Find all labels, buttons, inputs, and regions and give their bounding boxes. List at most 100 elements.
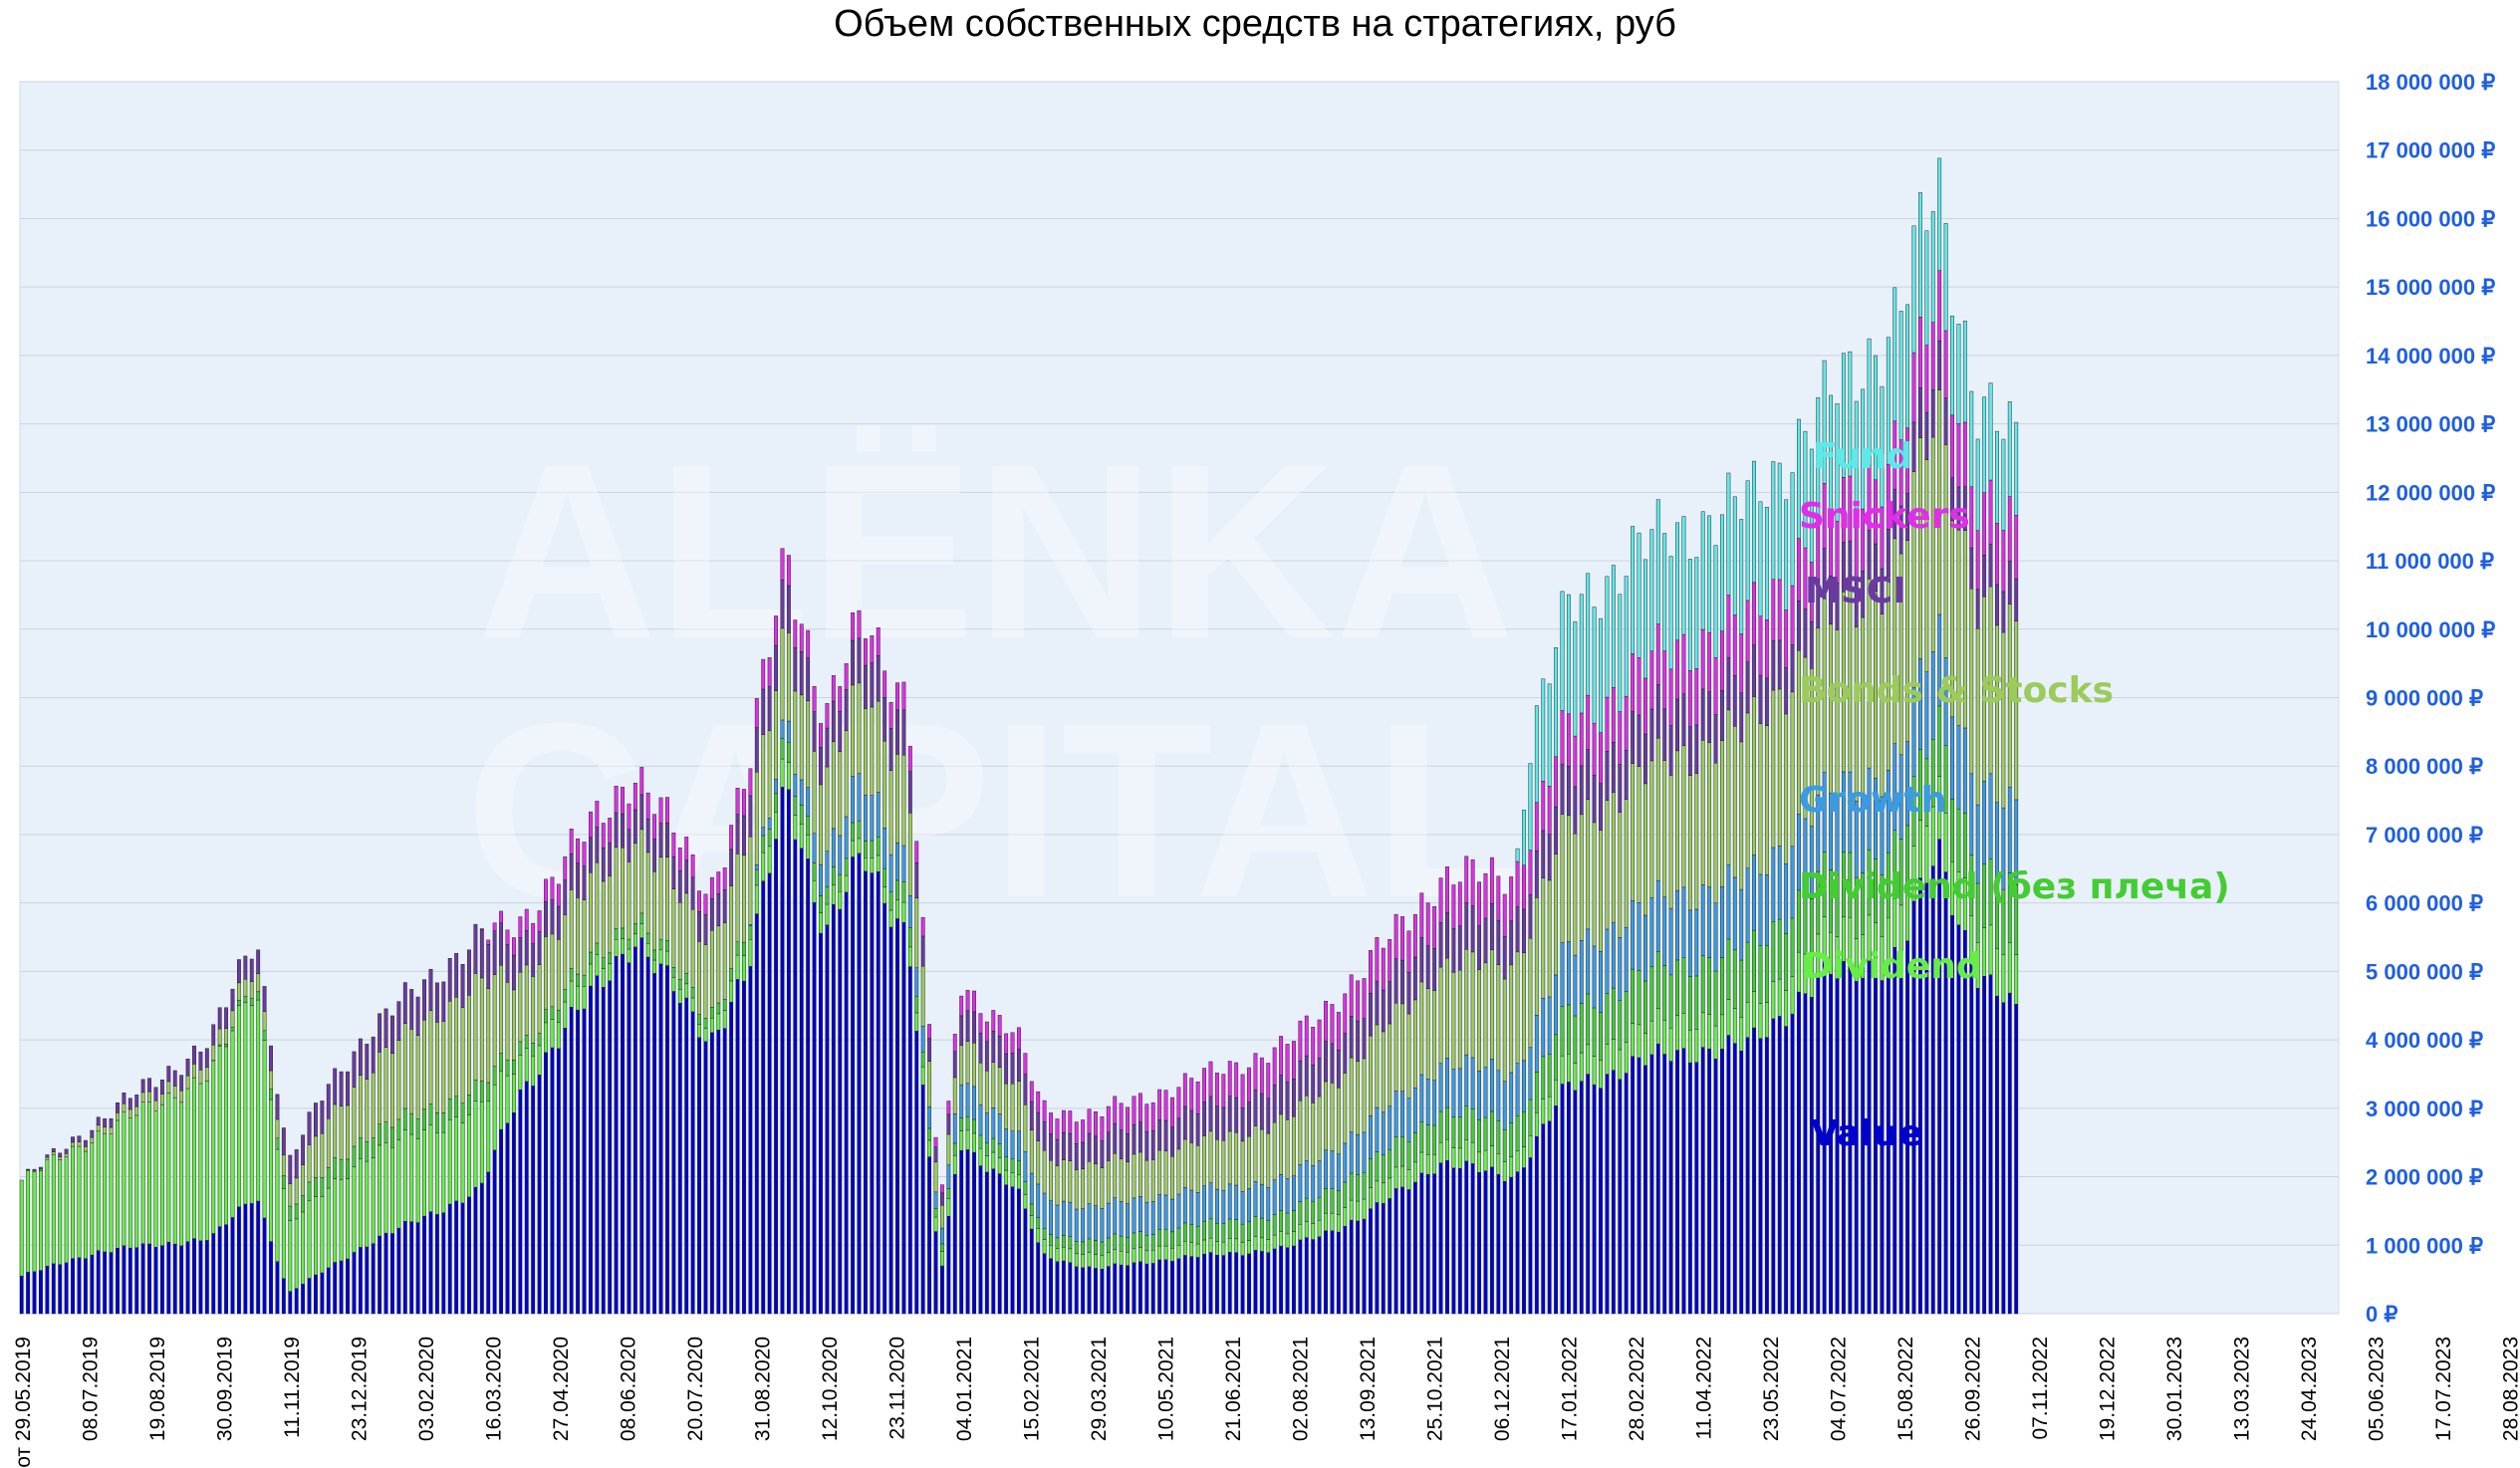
bar-segment-dividend-без-плеча- <box>1764 944 1769 1003</box>
bar-segment-snickers <box>1573 735 1578 788</box>
bar-segment-msci <box>1637 714 1641 767</box>
bar-segment-bonds-stocks <box>467 995 471 1096</box>
bar-segment-msci <box>281 1127 286 1156</box>
bar-segment-fund <box>1566 594 1571 714</box>
bar-segment-bonds-stocks <box>326 1118 331 1168</box>
bar-segment-dividend-без-плеча- <box>415 1118 420 1139</box>
bar-segment-fund <box>1655 499 1660 624</box>
bar-segment-bonds-stocks <box>652 871 657 951</box>
bar-segment-growth <box>1253 1181 1258 1217</box>
bar-segment-msci <box>1649 708 1654 762</box>
bar-segment-value <box>2014 1004 2019 1315</box>
bar-segment-dividend <box>703 1028 708 1043</box>
bar-segment-bonds-stocks <box>774 690 778 780</box>
bar-segment-value <box>582 1008 587 1315</box>
bar-segment-dividend <box>45 1159 50 1267</box>
bar-segment-fund <box>1643 559 1647 679</box>
bar-segment-dividend <box>1017 1174 1021 1190</box>
bar-segment-msci <box>550 899 555 935</box>
bar-segment-bonds-stocks <box>901 755 906 847</box>
bar-segment-dividend <box>952 1154 957 1175</box>
bar-segment-bonds-stocks <box>819 784 823 865</box>
bar-segment-fund <box>1534 705 1539 804</box>
bar-segment-dividend-без-плеча- <box>281 1175 286 1189</box>
bar-segment-snickers <box>1375 937 1380 982</box>
bar-segment-value <box>1150 1263 1155 1315</box>
bar-segment-dividend <box>709 1017 714 1034</box>
bar-segment-dividend-без-плеча- <box>358 1137 363 1159</box>
bar-segment-bonds-stocks <box>518 971 523 1043</box>
bar-segment-value <box>1726 1035 1731 1315</box>
bar-segment-snickers <box>1624 695 1629 751</box>
bar-segment-bonds-stocks <box>1247 1135 1251 1189</box>
bar-segment-bonds-stocks <box>147 1091 151 1102</box>
bar-segment-msci <box>383 1008 388 1048</box>
bar-segment-fund <box>1541 678 1546 782</box>
bar-segment-dividend-без-плеча- <box>224 1044 229 1048</box>
bar-segment-value <box>1457 1168 1462 1315</box>
bar-segment-bonds-stocks <box>1675 750 1679 891</box>
bar-segment-snickers <box>1911 352 1916 423</box>
bar-segment-value <box>1649 1054 1654 1315</box>
bar-segment-bonds-stocks <box>1195 1145 1200 1193</box>
bar-segment-bonds-stocks <box>621 847 625 929</box>
bar-segment-growth <box>1010 1130 1015 1159</box>
bar-segment-msci <box>703 914 708 945</box>
bar-segment-growth <box>1279 1174 1284 1211</box>
bar-segment-snickers <box>965 990 970 1012</box>
bar-segment-value <box>1624 1073 1629 1315</box>
bar-segment-msci <box>1700 688 1705 741</box>
bar-segment-fund <box>1829 394 1833 515</box>
bar-segment-dividend <box>236 1005 241 1208</box>
bar-segment-msci <box>1975 589 1980 629</box>
bar-segment-fund <box>1720 514 1724 631</box>
bar-segment-dividend-без-плеча- <box>454 1096 459 1117</box>
x-tick-label: 06.12.2021 <box>1491 1337 1514 1441</box>
bar-segment-bonds-stocks <box>1144 1159 1149 1203</box>
bar-segment-dividend <box>901 901 906 923</box>
bar-segment-snickers <box>1285 1044 1290 1083</box>
bar-segment-fund <box>1937 157 1942 271</box>
bar-segment-dividend <box>1637 1024 1641 1059</box>
bar-segment-dividend-без-плеча- <box>1214 1222 1219 1242</box>
bar-segment-dividend <box>870 857 875 873</box>
bar-segment-growth <box>1362 1131 1367 1173</box>
bar-segment-snickers <box>838 686 843 712</box>
bar-segment-msci <box>518 937 523 973</box>
bar-segment-bonds-stocks <box>166 1081 171 1094</box>
bar-segment-dividend <box>1100 1255 1105 1270</box>
bar-segment-value <box>825 924 830 1315</box>
bar-segment-msci <box>326 1084 331 1119</box>
bar-segment-snickers <box>806 629 811 658</box>
bar-segment-dividend <box>690 997 695 1013</box>
bar-segment-msci <box>652 839 657 872</box>
bar-segment-value <box>761 880 766 1315</box>
bar-segment-fund <box>1649 529 1654 651</box>
bar-segment-bonds-stocks <box>684 892 689 974</box>
bar-segment-snickers <box>1566 713 1571 767</box>
bar-segment-bonds-stocks <box>415 1035 420 1119</box>
bar-segment-value <box>473 1186 478 1315</box>
bar-segment-bonds-stocks <box>1240 1140 1245 1192</box>
bar-segment-dividend-без-плеча- <box>1560 1006 1565 1057</box>
bar-segment-snickers <box>1637 657 1641 716</box>
bar-segment-msci <box>1541 830 1546 878</box>
bar-segment-msci <box>441 981 446 1022</box>
bar-segment-value <box>1023 1208 1028 1315</box>
bar-segment-snickers <box>1797 538 1801 602</box>
bar-segment-value <box>1144 1263 1149 1315</box>
bar-segment-bonds-stocks <box>1649 760 1654 898</box>
bar-segment-fund <box>1784 499 1789 611</box>
bar-segment-msci <box>294 1149 299 1179</box>
bar-segment-dividend-без-плеча- <box>486 1082 491 1102</box>
bar-segment-growth <box>1234 1184 1239 1220</box>
bar-segment-value <box>709 1032 714 1315</box>
bar-segment-dividend <box>1618 1049 1623 1081</box>
bar-segment-bonds-stocks <box>531 976 536 1044</box>
bar-segment-growth <box>1777 846 1782 920</box>
bar-segment-bonds-stocks <box>1189 1142 1194 1191</box>
bar-segment-fund <box>1797 418 1801 539</box>
bar-segment-dividend <box>358 1158 363 1248</box>
bar-segment-dividend-без-плеча- <box>256 991 261 1001</box>
y-tick-label: 5 000 000 ₽ <box>2366 959 2483 984</box>
